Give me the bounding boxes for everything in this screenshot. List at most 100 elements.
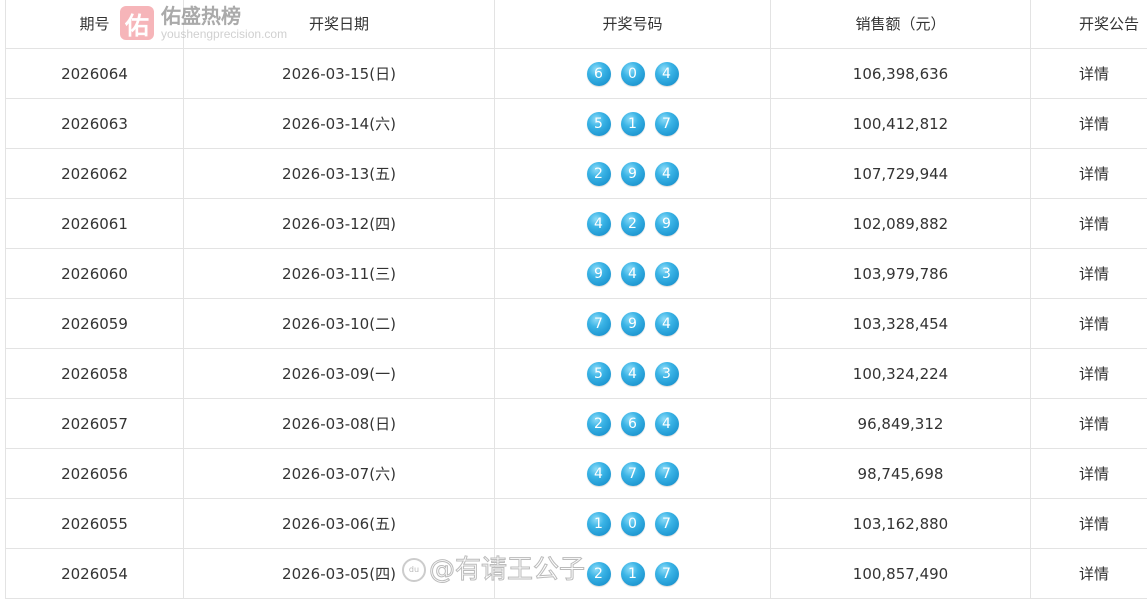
number-ball: 4 xyxy=(621,262,645,286)
issue-cell: 2026062 xyxy=(6,149,184,199)
number-ball: 7 xyxy=(655,112,679,136)
number-ball: 1 xyxy=(621,112,645,136)
issue-cell: 2026056 xyxy=(6,449,184,499)
date-cell: 2026-03-06(五) xyxy=(184,499,495,549)
lottery-results-table: 期号 开奖日期 开奖号码 销售额（元） 开奖公告 2026064 2026-03… xyxy=(5,0,1147,599)
sales-cell: 103,328,454 xyxy=(771,299,1031,349)
header-issue: 期号 xyxy=(6,0,184,49)
header-date: 开奖日期 xyxy=(184,0,495,49)
header-announcement: 开奖公告 xyxy=(1031,0,1147,49)
issue-cell: 2026055 xyxy=(6,499,184,549)
details-link[interactable]: 详情 xyxy=(1031,249,1147,299)
number-ball: 1 xyxy=(621,562,645,586)
sales-cell: 103,979,786 xyxy=(771,249,1031,299)
number-ball: 4 xyxy=(587,462,611,486)
details-link[interactable]: 详情 xyxy=(1031,549,1147,599)
number-ball: 7 xyxy=(621,462,645,486)
date-cell: 2026-03-14(六) xyxy=(184,99,495,149)
number-ball: 4 xyxy=(655,312,679,336)
date-cell: 2026-03-05(四) xyxy=(184,549,495,599)
number-ball: 6 xyxy=(621,412,645,436)
details-link[interactable]: 详情 xyxy=(1031,49,1147,99)
issue-cell: 2026058 xyxy=(6,349,184,399)
number-ball: 1 xyxy=(587,512,611,536)
table-header-row: 期号 开奖日期 开奖号码 销售额（元） 开奖公告 xyxy=(6,0,1147,49)
sales-cell: 103,162,880 xyxy=(771,499,1031,549)
details-link[interactable]: 详情 xyxy=(1031,499,1147,549)
number-ball: 4 xyxy=(587,212,611,236)
number-ball: 0 xyxy=(621,62,645,86)
number-ball: 4 xyxy=(655,162,679,186)
number-ball: 9 xyxy=(621,162,645,186)
number-ball: 0 xyxy=(621,512,645,536)
number-ball: 9 xyxy=(621,312,645,336)
date-cell: 2026-03-09(一) xyxy=(184,349,495,399)
number-ball: 9 xyxy=(587,262,611,286)
sales-cell: 106,398,636 xyxy=(771,49,1031,99)
details-link[interactable]: 详情 xyxy=(1031,299,1147,349)
number-ball: 9 xyxy=(655,212,679,236)
date-cell: 2026-03-13(五) xyxy=(184,149,495,199)
issue-cell: 2026064 xyxy=(6,49,184,99)
issue-cell: 2026061 xyxy=(6,199,184,249)
number-ball: 7 xyxy=(655,512,679,536)
details-link[interactable]: 详情 xyxy=(1031,99,1147,149)
number-ball: 4 xyxy=(655,62,679,86)
sales-cell: 102,089,882 xyxy=(771,199,1031,249)
issue-cell: 2026057 xyxy=(6,399,184,449)
number-ball: 3 xyxy=(655,362,679,386)
details-link[interactable]: 详情 xyxy=(1031,349,1147,399)
sales-cell: 98,745,698 xyxy=(771,449,1031,499)
sales-cell: 96,849,312 xyxy=(771,399,1031,449)
number-ball: 4 xyxy=(655,412,679,436)
number-ball: 2 xyxy=(587,162,611,186)
date-cell: 2026-03-12(四) xyxy=(184,199,495,249)
header-sales: 销售额（元） xyxy=(771,0,1031,49)
number-ball: 2 xyxy=(587,412,611,436)
sales-cell: 107,729,944 xyxy=(771,149,1031,199)
number-ball: 5 xyxy=(587,112,611,136)
number-ball: 7 xyxy=(655,462,679,486)
date-cell: 2026-03-15(日) xyxy=(184,49,495,99)
date-cell: 2026-03-08(日) xyxy=(184,399,495,449)
date-cell: 2026-03-11(三) xyxy=(184,249,495,299)
details-link[interactable]: 详情 xyxy=(1031,399,1147,449)
header-numbers: 开奖号码 xyxy=(495,0,771,49)
number-ball: 3 xyxy=(655,262,679,286)
issue-cell: 2026059 xyxy=(6,299,184,349)
issue-cell: 2026063 xyxy=(6,99,184,149)
issue-cell: 2026054 xyxy=(6,549,184,599)
number-ball: 7 xyxy=(655,562,679,586)
sales-cell: 100,857,490 xyxy=(771,549,1031,599)
number-ball: 2 xyxy=(621,212,645,236)
number-ball: 4 xyxy=(621,362,645,386)
details-link[interactable]: 详情 xyxy=(1031,449,1147,499)
sales-cell: 100,412,812 xyxy=(771,99,1031,149)
details-link[interactable]: 详情 xyxy=(1031,149,1147,199)
details-link[interactable]: 详情 xyxy=(1031,199,1147,249)
issue-cell: 2026060 xyxy=(6,249,184,299)
date-cell: 2026-03-07(六) xyxy=(184,449,495,499)
number-ball: 6 xyxy=(587,62,611,86)
number-ball: 2 xyxy=(587,562,611,586)
